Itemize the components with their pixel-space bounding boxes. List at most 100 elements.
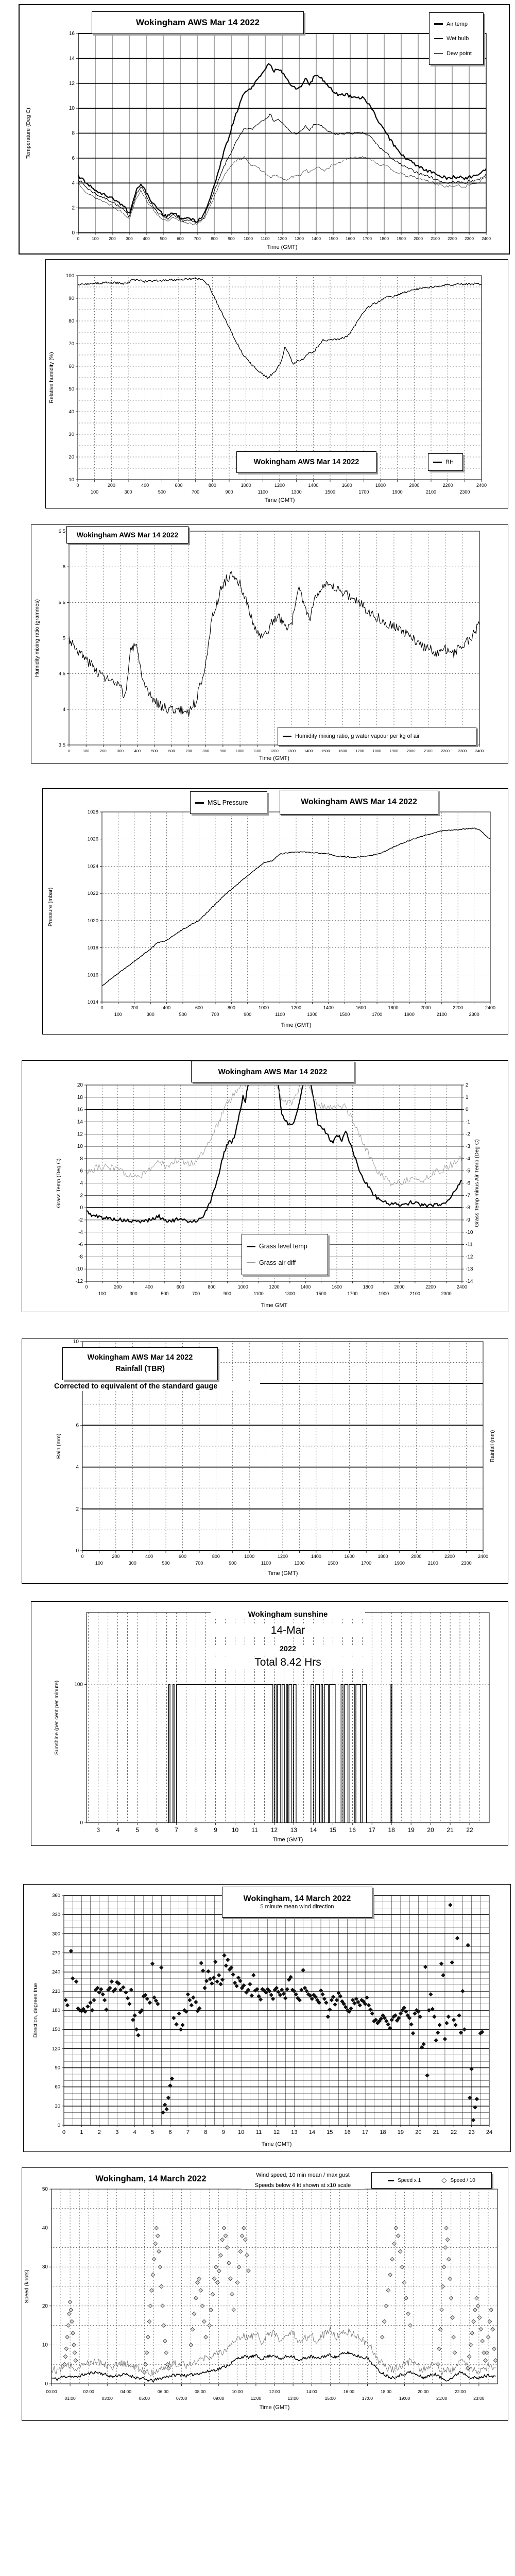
svg-text:300: 300	[124, 489, 132, 495]
svg-text:10: 10	[73, 1339, 79, 1345]
svg-text:Direction, degrees true: Direction, degrees true	[32, 1983, 39, 2038]
svg-text:0: 0	[68, 749, 70, 753]
svg-text:1800: 1800	[380, 236, 389, 241]
svg-text:3: 3	[115, 2129, 118, 2136]
svg-text:1400: 1400	[300, 1284, 311, 1290]
svg-text:5.5: 5.5	[59, 600, 65, 605]
legend-label: MSL Pressure	[208, 799, 248, 806]
svg-text:1028: 1028	[88, 809, 98, 815]
svg-text:5: 5	[151, 2129, 154, 2136]
svg-text:2200: 2200	[441, 749, 450, 753]
svg-text:1800: 1800	[377, 1554, 388, 1559]
svg-text:08:00: 08:00	[195, 2389, 206, 2394]
svg-text:400: 400	[163, 1005, 170, 1010]
svg-text:60: 60	[68, 364, 74, 369]
svg-text:2400: 2400	[485, 1005, 495, 1010]
svg-text:1100: 1100	[253, 749, 261, 753]
svg-text:300: 300	[52, 1931, 60, 1937]
dew-point-line-swatch	[434, 53, 443, 54]
rainfall-annotation: Corrected to equivalent of the standard …	[53, 1382, 260, 1391]
svg-text:2400: 2400	[478, 1554, 488, 1559]
svg-text:15: 15	[330, 1826, 337, 1834]
svg-text:-3: -3	[466, 1144, 470, 1149]
svg-text:100: 100	[74, 1682, 83, 1688]
svg-text:13: 13	[291, 2129, 297, 2136]
svg-text:400: 400	[141, 483, 149, 488]
svg-text:1300: 1300	[291, 489, 302, 495]
svg-text:Rainfall (mm): Rainfall (mm)	[489, 1430, 495, 1462]
svg-text:1100: 1100	[275, 1012, 285, 1017]
svg-text:-14: -14	[466, 1279, 473, 1284]
svg-text:2300: 2300	[459, 489, 470, 495]
svg-text:40: 40	[42, 2226, 48, 2231]
chart-title: Wokingham, 14 March 2022	[243, 1894, 351, 1903]
legend-item-rh: RH	[428, 459, 462, 466]
svg-text:5: 5	[63, 636, 65, 641]
svg-text:2300: 2300	[469, 1012, 479, 1017]
svg-text:90: 90	[55, 2065, 60, 2071]
svg-text:1000: 1000	[244, 1554, 254, 1559]
svg-text:210: 210	[52, 1989, 60, 1994]
svg-text:2100: 2100	[424, 749, 433, 753]
svg-text:1014: 1014	[88, 999, 98, 1005]
svg-text:1900: 1900	[397, 236, 406, 241]
svg-text:2300: 2300	[441, 1291, 452, 1296]
svg-text:0: 0	[62, 2129, 65, 2136]
svg-text:1600: 1600	[332, 1284, 342, 1290]
svg-text:07:00: 07:00	[176, 2396, 187, 2401]
pressure-line-swatch	[195, 802, 204, 804]
svg-text:16: 16	[69, 31, 75, 37]
speed-line-swatch	[388, 2179, 394, 2181]
legend-item-wet-bulb: Wet bulb	[430, 35, 483, 42]
svg-text:-2: -2	[78, 1217, 83, 1223]
chart-panel-humidity: 0 100 200 300 400 500 600 700 800 900 1000 1100 1200…	[45, 259, 508, 509]
svg-text:2100: 2100	[426, 489, 436, 495]
svg-text:2000: 2000	[394, 1284, 404, 1290]
svg-text:-12: -12	[466, 1254, 473, 1260]
chart-title: Wokingham AWS Mar 14 2022	[253, 458, 359, 466]
svg-text:900: 900	[220, 749, 227, 753]
svg-text:15: 15	[327, 2129, 333, 2136]
humidity-legend: RH	[428, 453, 463, 471]
svg-text:-7: -7	[466, 1193, 470, 1198]
wind-speed-title: Wokingham, 14 March 2022	[95, 2174, 207, 2183]
svg-text:2000: 2000	[414, 236, 423, 241]
sunshine-total: Total 8.42 Hrs	[211, 1656, 365, 1669]
svg-text:50: 50	[68, 386, 74, 392]
svg-text:17: 17	[369, 1826, 376, 1834]
legend-label: Speed x 1	[398, 2177, 421, 2183]
svg-text:10: 10	[232, 1826, 239, 1834]
chart-title-box: Wokingham AWS Mar 14 2022	[191, 1061, 354, 1082]
chart-title-box: Wokingham, 14 March 2022 5 minute mean w…	[222, 1887, 372, 1918]
svg-text:2400: 2400	[457, 1284, 467, 1290]
svg-text:14: 14	[77, 1119, 83, 1125]
svg-text:0: 0	[77, 236, 80, 241]
svg-text:-9: -9	[466, 1217, 470, 1223]
svg-text:1500: 1500	[328, 1561, 338, 1566]
svg-text:23:00: 23:00	[473, 2396, 485, 2401]
svg-text:2000: 2000	[407, 749, 416, 753]
svg-text:03:00: 03:00	[102, 2396, 113, 2401]
svg-text:200: 200	[130, 1005, 138, 1010]
svg-text:12: 12	[273, 2129, 280, 2136]
svg-text:Rain (mm): Rain (mm)	[56, 1434, 62, 1459]
svg-text:8: 8	[194, 1826, 198, 1834]
svg-text:10: 10	[77, 1144, 83, 1149]
legend-item-dew-point: Dew point	[430, 50, 483, 57]
svg-text:Time GMT: Time GMT	[261, 1302, 288, 1309]
svg-text:19: 19	[398, 2129, 404, 2136]
svg-text:9: 9	[222, 2129, 225, 2136]
legend-label: Wet bulb	[447, 36, 469, 42]
svg-text:1600: 1600	[338, 749, 347, 753]
svg-text:16: 16	[77, 1107, 83, 1113]
svg-text:200: 200	[100, 749, 107, 753]
svg-text:500: 500	[151, 749, 158, 753]
svg-text:1700: 1700	[372, 1012, 382, 1017]
svg-text:1200: 1200	[269, 1284, 279, 1290]
svg-text:-6: -6	[78, 1242, 83, 1248]
svg-text:1300: 1300	[287, 749, 296, 753]
svg-text:150: 150	[52, 2027, 60, 2032]
svg-text:-1: -1	[466, 1119, 470, 1125]
svg-text:14:00: 14:00	[306, 2389, 318, 2394]
svg-text:1600: 1600	[345, 1554, 355, 1559]
